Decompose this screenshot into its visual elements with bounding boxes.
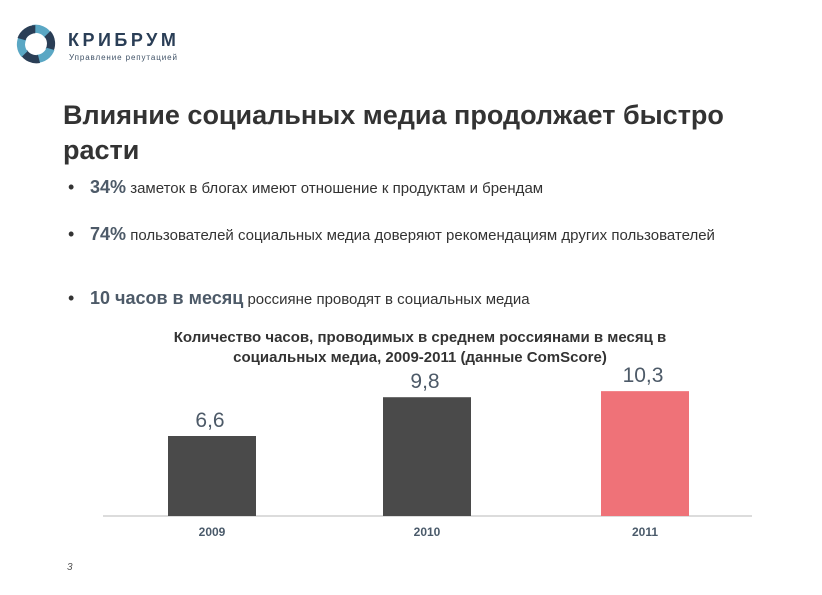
x-tick-label-2009: 2009 — [199, 525, 226, 539]
x-tick-label-2010: 2010 — [414, 525, 441, 539]
bullet-text: заметок в блогах имеют отношение к проду… — [126, 180, 544, 197]
bar-2010 — [383, 397, 471, 516]
data-label-2009: 6,6 — [195, 409, 224, 432]
bullet-dot: • — [68, 288, 75, 308]
bullet-highlight: 10 часов в месяц — [90, 288, 244, 308]
bar-2011 — [601, 391, 689, 516]
logo-icon — [16, 24, 56, 64]
brand-logo: КРИБРУМ Управление репутацией — [14, 22, 184, 68]
data-label-2011: 10,3 — [623, 364, 664, 387]
bullet-item: • 34% заметок в блогах имеют отношение к… — [68, 177, 750, 199]
chart-title: Количество часов, проводимых в среднем р… — [173, 329, 667, 366]
bar-chart: 6,6 2009 9,8 2010 10,3 2011 — [103, 364, 752, 539]
bullet-highlight: 34% — [90, 177, 127, 197]
slide-number: 3 — [67, 562, 73, 573]
page-title: Влияние социальных медиа продолжает быст… — [63, 100, 724, 165]
bullet-dot: • — [68, 177, 75, 197]
bullet-item: • 10 часов в месяц россияне проводят в с… — [68, 288, 750, 310]
bar-2009 — [168, 436, 256, 516]
bullet-dot: • — [68, 224, 75, 244]
data-label-2010: 9,8 — [410, 370, 439, 393]
logo-tagline: Управление репутацией — [69, 53, 178, 62]
x-tick-label-2011: 2011 — [632, 525, 658, 539]
logo-name: КРИБРУМ — [68, 30, 180, 50]
bullet-item: • 74% пользователей социальных медиа дов… — [68, 224, 750, 246]
bullet-text: пользователей социальных медиа доверяют … — [126, 227, 715, 244]
bullet-text: россияне проводят в социальных медиа — [243, 291, 530, 308]
bullet-highlight: 74% — [90, 224, 127, 244]
